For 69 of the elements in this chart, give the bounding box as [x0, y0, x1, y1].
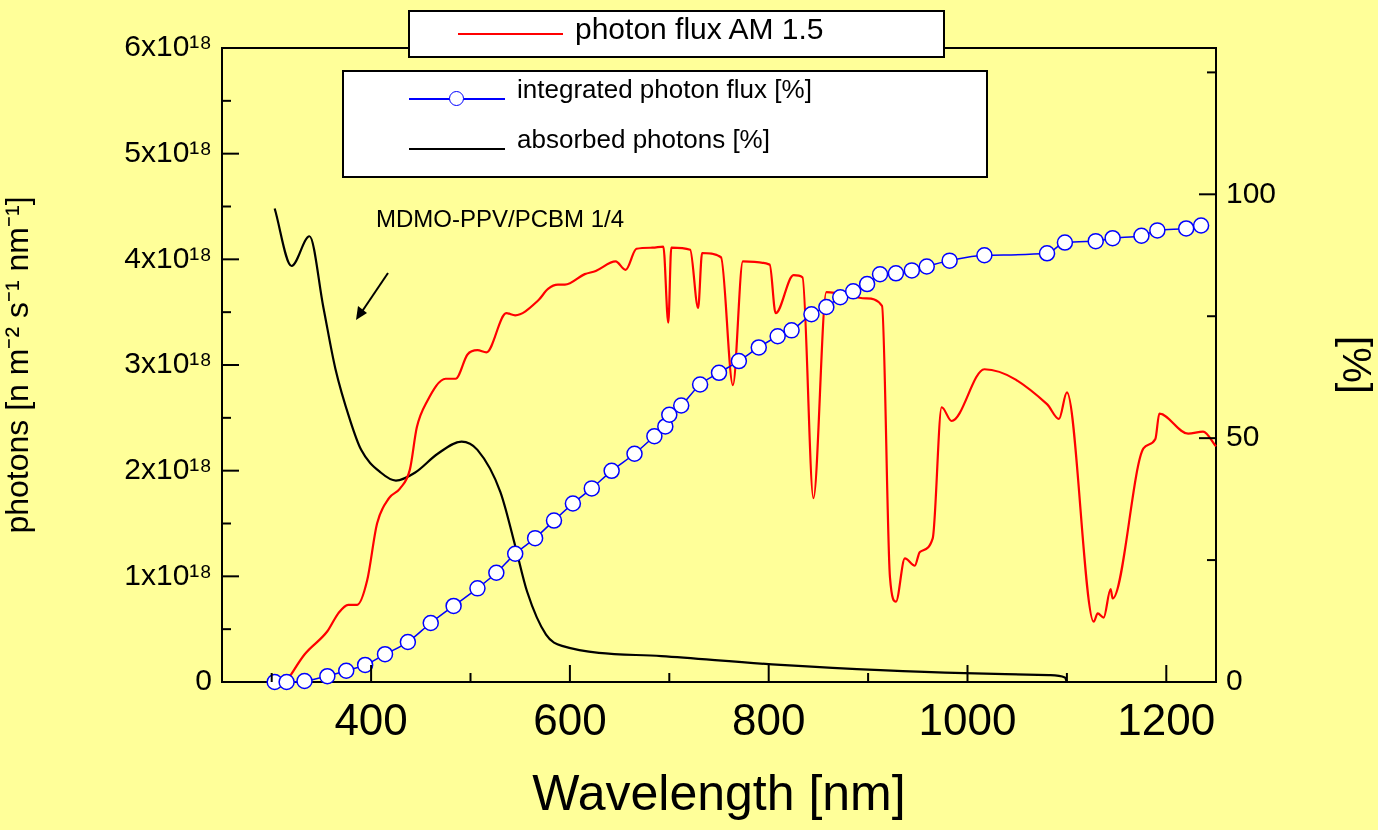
point	[445, 597, 462, 615]
point	[296, 672, 313, 690]
point	[545, 512, 563, 529]
y-tick-label: 0	[195, 663, 212, 697]
point	[488, 564, 505, 582]
x-tick-label: 1000	[918, 694, 1017, 744]
y-tick-label: 2x10¹⁸	[124, 451, 212, 485]
x-tick-label: 1200	[1117, 694, 1216, 744]
point	[783, 322, 800, 339]
point	[1192, 217, 1210, 234]
point	[941, 252, 958, 269]
point	[356, 656, 374, 674]
point	[832, 288, 849, 306]
point	[278, 673, 295, 691]
point	[506, 545, 524, 562]
point	[1087, 232, 1104, 250]
point	[769, 327, 786, 345]
point	[399, 633, 417, 651]
y-tick-label: 3x10¹⁸	[124, 346, 212, 380]
y2-tick-label: 100	[1226, 175, 1277, 209]
point	[661, 406, 678, 423]
y2-tick-label: 0	[1226, 663, 1243, 697]
x-tick-label: 800	[731, 694, 806, 744]
point	[887, 265, 905, 282]
point	[564, 495, 582, 512]
x-axis-title: Wavelength [nm]	[532, 764, 906, 821]
y-axis-title: photons [n m⁻² s⁻¹ nm⁻¹]	[0, 196, 36, 534]
point	[691, 376, 709, 393]
point	[903, 262, 921, 279]
y-tick-label: 5x10¹⁸	[124, 134, 212, 168]
point	[730, 352, 748, 370]
point	[918, 258, 935, 275]
point	[422, 614, 439, 632]
point	[1104, 229, 1121, 247]
legend-label: photon flux AM 1.5	[575, 12, 824, 46]
x-tick-label: 600	[533, 694, 607, 744]
y-tick-label: 4x10¹⁸	[124, 240, 212, 274]
y2-axis-title: [%]	[1334, 336, 1378, 394]
y2-tick-label: 50	[1226, 419, 1260, 453]
point	[858, 275, 876, 293]
point	[526, 529, 544, 547]
point	[750, 339, 768, 356]
legend-label: integrated photon flux [%]	[517, 74, 812, 105]
point	[871, 266, 889, 283]
point	[1149, 222, 1166, 239]
point	[376, 645, 394, 663]
point	[1038, 245, 1056, 262]
x-tick-label: 400	[334, 694, 408, 744]
point	[844, 283, 862, 300]
point	[672, 397, 690, 414]
y-tick-label: 1x10¹⁸	[124, 557, 212, 591]
point	[710, 364, 728, 382]
point	[976, 247, 993, 264]
point	[1056, 234, 1074, 251]
point	[1177, 220, 1195, 237]
point	[646, 427, 663, 445]
point	[603, 462, 620, 480]
point	[338, 662, 355, 680]
point	[319, 667, 336, 685]
y-tick-label: 6x10¹⁸	[124, 29, 212, 63]
legend-box: photon flux AM 1.5	[408, 10, 945, 58]
point	[626, 445, 643, 463]
point	[583, 480, 601, 497]
point	[1133, 227, 1150, 245]
point	[803, 306, 820, 323]
point	[469, 580, 486, 597]
annotation: MDMO-PPV/PCBM 1/4	[376, 204, 625, 232]
point	[818, 298, 835, 316]
legend-label: absorbed photons [%]	[517, 124, 770, 155]
